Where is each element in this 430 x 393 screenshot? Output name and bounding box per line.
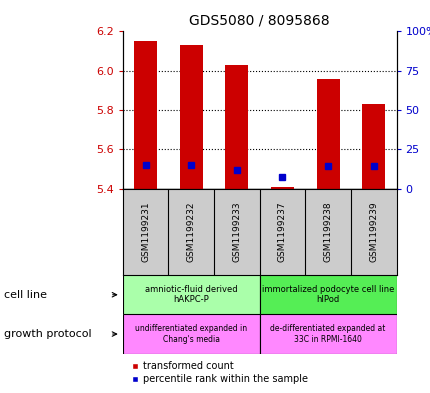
Text: GSM1199232: GSM1199232	[186, 202, 195, 262]
Text: GSM1199239: GSM1199239	[369, 202, 378, 262]
Bar	[179, 45, 202, 189]
Text: GSM1199231: GSM1199231	[141, 202, 150, 262]
Text: GSM1199238: GSM1199238	[323, 202, 332, 262]
Text: GSM1199237: GSM1199237	[277, 202, 286, 262]
Bar	[134, 41, 157, 189]
Bar	[123, 275, 259, 314]
Text: cell line: cell line	[4, 290, 47, 300]
Bar	[316, 79, 339, 189]
Text: GSM1199233: GSM1199233	[232, 202, 241, 262]
Bar	[259, 314, 396, 354]
Text: amniotic-fluid derived
hAKPC-P: amniotic-fluid derived hAKPC-P	[144, 285, 237, 305]
Text: de-differentiated expanded at
33C in RPMI-1640: de-differentiated expanded at 33C in RPM…	[270, 324, 385, 344]
Bar	[225, 65, 248, 189]
Text: growth protocol: growth protocol	[4, 329, 92, 339]
Text: undifferentiated expanded in
Chang's media: undifferentiated expanded in Chang's med…	[135, 324, 247, 344]
Title: GDS5080 / 8095868: GDS5080 / 8095868	[189, 13, 329, 28]
Legend: transformed count, percentile rank within the sample: transformed count, percentile rank withi…	[127, 358, 311, 388]
Bar	[259, 275, 396, 314]
Bar	[270, 187, 293, 189]
Bar	[362, 104, 384, 189]
Text: immortalized podocyte cell line
hIPod: immortalized podocyte cell line hIPod	[261, 285, 393, 305]
Bar	[123, 314, 259, 354]
